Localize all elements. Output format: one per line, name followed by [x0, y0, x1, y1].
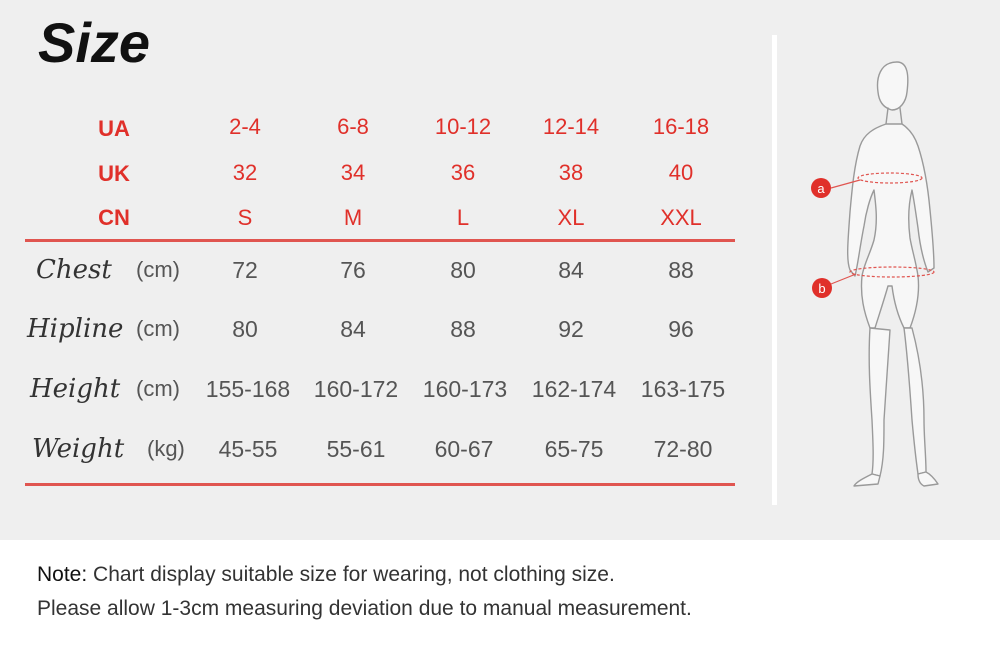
weight-cell: 55-61 — [326, 436, 386, 462]
uk-cell: 34 — [340, 160, 366, 185]
hipline-cell: 80 — [232, 316, 258, 342]
marker-a-label: a — [817, 181, 825, 196]
header-divider — [25, 239, 735, 242]
page-title: Size — [38, 11, 151, 74]
weight-cell: 72-80 — [653, 436, 713, 462]
hipline-cell: 84 — [340, 316, 366, 342]
chest-cell: 72 — [232, 257, 258, 283]
ua-cell: 16-18 — [652, 114, 710, 139]
weight-cell: 65-75 — [544, 436, 604, 462]
uk-cell: 38 — [558, 160, 584, 185]
note-line-1: Note: Chart display suitable size for we… — [37, 563, 615, 587]
ua-cell: 6-8 — [337, 114, 369, 139]
marker-b-badge — [812, 278, 832, 298]
ua-cell: 2-4 — [229, 114, 261, 139]
height-cell: 160-172 — [313, 376, 399, 402]
column-divider — [772, 35, 777, 505]
cn-cell: XL — [557, 205, 585, 230]
unit-label: (cm) — [136, 257, 180, 282]
hipline-cell: 92 — [558, 316, 584, 342]
weight-cell: 45-55 — [218, 436, 278, 462]
row-label-weight: Weight — [32, 434, 125, 464]
cn-cell: XXL — [660, 205, 702, 230]
ua-cell: 10-12 — [434, 114, 492, 139]
row-label-uk: UK — [98, 161, 130, 186]
hipline-cell: 88 — [450, 316, 476, 342]
hipline-cell: 96 — [668, 316, 694, 342]
row-label-height: Height — [30, 374, 121, 404]
height-cell: 163-175 — [640, 376, 726, 402]
note-line-2: Please allow 1-3cm measuring deviation d… — [37, 597, 692, 620]
unit-label: (cm) — [136, 316, 180, 341]
cn-cell: S — [237, 205, 253, 230]
height-cell: 160-173 — [422, 376, 508, 402]
height-cell: 162-174 — [531, 376, 617, 402]
cn-cell: M — [343, 205, 363, 230]
uk-cell: 40 — [668, 160, 694, 185]
height-cell: 155-168 — [205, 376, 291, 402]
row-label-ua: UA — [98, 116, 130, 141]
marker-a-badge — [811, 178, 831, 198]
marker-b-label: b — [818, 281, 825, 296]
unit-label: (kg) — [147, 436, 185, 461]
row-label-cn: CN — [98, 205, 130, 230]
uk-cell: 32 — [232, 160, 258, 185]
size-chart-panel: Size UA 2-4 6-8 10-12 12-14 16-18 UK 32 … — [0, 0, 1000, 540]
chest-cell: 88 — [668, 257, 694, 283]
uk-cell: 36 — [450, 160, 476, 185]
cn-cell: L — [456, 205, 470, 230]
note-prefix: Note: — [37, 563, 88, 586]
row-label-hipline: Hipline — [27, 314, 124, 344]
chest-cell: 80 — [450, 257, 476, 283]
table-bottom-rule — [25, 483, 735, 486]
unit-label: (cm) — [136, 376, 180, 401]
chest-cell: 76 — [340, 257, 366, 283]
ua-cell: 12-14 — [542, 114, 600, 139]
chest-cell: 84 — [558, 257, 584, 283]
body-figure: a b — [811, 61, 939, 487]
row-label-chest: Chest — [36, 255, 112, 285]
weight-cell: 60-67 — [434, 436, 494, 462]
note-text-1: Chart display suitable size for wearing,… — [87, 563, 615, 586]
